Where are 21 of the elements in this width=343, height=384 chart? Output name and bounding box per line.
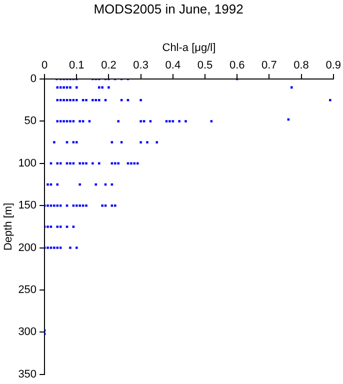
x-tick-label: 0.3 (133, 59, 148, 72)
x-tick-label: 0.9 (326, 59, 342, 72)
x-tick-label: 0.1 (68, 59, 84, 72)
x-tick-label: 0 (41, 59, 48, 72)
y-tick-label: 300 (18, 326, 37, 338)
x-tick-label: 0.7 (262, 59, 277, 72)
x-axis-title: Chl-a [μg/l] (162, 42, 216, 54)
chart-title: MODS2005 in June, 1992 (94, 1, 244, 16)
y-tick-label: 50 (24, 115, 37, 128)
y-tick-label: 200 (18, 242, 37, 254)
x-tick-label: 0.8 (294, 59, 309, 72)
x-tick-label: 0.6 (229, 59, 245, 72)
x-tick-label: 0.2 (101, 59, 116, 72)
y-tick-label: 250 (18, 284, 37, 296)
y-axis-title: Depth [m] (2, 202, 15, 251)
y-tick-label: 0 (30, 73, 37, 86)
y-tick-label: 150 (18, 200, 37, 212)
x-tick-label: 0.4 (165, 59, 181, 72)
x-tick-label: 0.5 (197, 59, 213, 72)
y-tick-label: 350 (18, 368, 37, 380)
y-tick-label: 100 (18, 157, 37, 170)
